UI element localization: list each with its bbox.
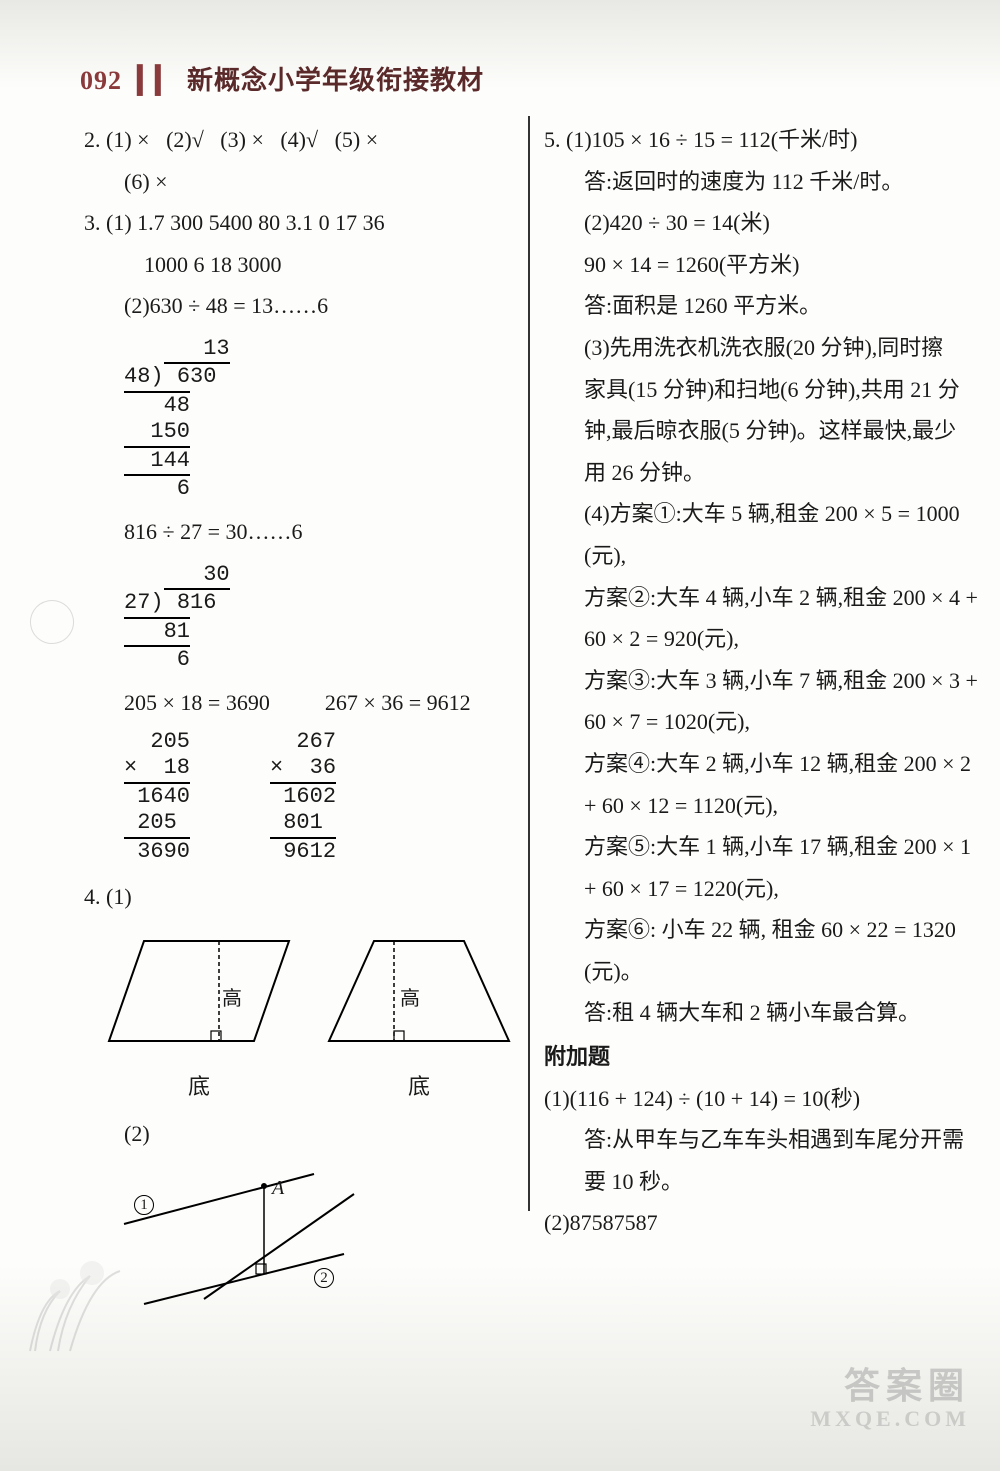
mul1-a: 205 — [124, 729, 190, 755]
r-line: 方案⑥: 小车 22 辆, 租金 60 × 22 = 1320 — [544, 910, 978, 950]
r-line: + 60 × 17 = 1220(元), — [544, 869, 978, 909]
decorative-foliage — [10, 1221, 150, 1361]
r-line: (元)。 — [544, 952, 978, 992]
q3-2-eq1: (2)630 ÷ 48 = 13……6 — [84, 286, 514, 326]
mul-labels: 205 × 18 = 3690 267 × 36 = 9612 — [84, 683, 514, 723]
mul1-res: 3690 — [124, 837, 190, 865]
r-line: (3)先用洗衣机洗衣服(20 分钟),同时擦 — [544, 328, 978, 368]
r-line: (元), — [544, 536, 978, 576]
ld2-step: 81 — [124, 617, 190, 645]
mul1-label: 205 × 18 = 3690 — [124, 690, 270, 715]
bonus-line: (1)(116 + 124) ÷ (10 + 14) = 10(秒) — [544, 1079, 978, 1119]
mult-2: 267 × 36 1602 801 9612 — [270, 729, 336, 865]
bonus-line: 答:从甲车与乙车车头相遇到车尾分开需 — [544, 1120, 978, 1160]
q2-item: (4)√ — [280, 127, 318, 152]
r-line: 60 × 7 = 1020(元), — [544, 702, 978, 742]
bonus-line: (2)87587587 — [544, 1203, 978, 1243]
mul1-p1: 1640 — [124, 782, 190, 810]
r-line: 答:租 4 辆大车和 2 辆小车最合算。 — [544, 993, 978, 1033]
multiplications: 205 × 18 1640 205 3690 267 × 36 1602 801… — [124, 729, 514, 865]
mul2-b: × 36 — [270, 755, 336, 781]
ld2-dividend: 816 — [177, 590, 217, 615]
q4-label: 4. (1) — [84, 877, 514, 917]
ld1-divisor: 48 — [124, 364, 150, 389]
r-line: 90 × 14 = 1260(平方米) — [544, 245, 978, 285]
mul2-res: 9612 — [270, 837, 336, 865]
r-line: 方案②:大车 4 辆,小车 2 辆,租金 200 × 4 + — [544, 578, 978, 618]
q4-2-diagram: 1 2 A — [114, 1164, 374, 1314]
ld2-quotient: 30 — [164, 562, 230, 590]
page-header: 092 ▎▎ 新概念小学年级衔接教材 — [80, 60, 484, 97]
point-a-label: A — [272, 1170, 284, 1206]
long-division-1: 13 48) 630 48 150 144 6 — [124, 336, 230, 502]
ld2-step: 6 — [124, 645, 190, 673]
mult-1: 205 × 18 1640 205 3690 — [124, 729, 190, 865]
r-line: 方案③:大车 3 辆,小车 7 辆,租金 200 × 3 + — [544, 661, 978, 701]
header-bars: ▎▎ — [138, 66, 174, 95]
r-line: 钟,最后晾衣服(5 分钟)。这样最快,最少 — [544, 411, 978, 451]
mul2-p1: 1602 — [270, 782, 336, 810]
q4-shapes: 高 高 — [104, 931, 514, 1061]
base-label: 底 — [324, 1067, 514, 1107]
header-title: 新概念小学年级衔接教材 — [187, 66, 484, 95]
r-line: 方案④:大车 2 辆,小车 12 辆,租金 200 × 2 — [544, 744, 978, 784]
left-column: 2. (1) × (2)√ (3) × (4)√ (5) × (6) × 3. … — [70, 110, 528, 1271]
page-number: 092 — [80, 66, 122, 95]
mul1-b: × 18 — [124, 755, 190, 781]
ld1-step: 144 — [124, 446, 190, 474]
mul2-a: 267 — [270, 729, 336, 755]
bonus-heading: 附加题 — [544, 1037, 978, 1077]
q2-line1: 2. (1) × (2)√ (3) × (4)√ (5) × — [84, 120, 514, 160]
q3-1-values: 1.7 300 5400 80 3.1 0 17 36 — [137, 210, 385, 235]
circled-1: 1 — [134, 1186, 154, 1222]
long-division-2: 30 27) 816 81 6 — [124, 562, 230, 674]
q2-item: (5) × — [335, 127, 379, 152]
r-line: 家具(15 分钟)和扫地(6 分钟),共用 21 分 — [544, 370, 978, 410]
bonus-line: 要 10 秒。 — [544, 1162, 978, 1202]
base-labels: 底 底 — [104, 1067, 514, 1107]
q4-2-label: (2) — [84, 1114, 514, 1154]
trapezoid-shape: 高 — [324, 931, 514, 1061]
q2-item: (2)√ — [166, 127, 204, 152]
q3-1-row2: 1000 6 18 3000 — [84, 245, 514, 285]
watermark: 答案圈 MXQE.COM — [810, 1367, 970, 1431]
r-line: 答:面积是 1260 平方米。 — [544, 286, 978, 326]
r-line: (4)方案①:大车 5 辆,租金 200 × 5 = 1000 — [544, 494, 978, 534]
q2-item: (1) × — [106, 127, 150, 152]
ld1-dividend: 630 — [177, 364, 217, 389]
r-line: 用 26 分钟。 — [544, 453, 978, 493]
base-label: 底 — [104, 1067, 294, 1107]
parallelogram-shape: 高 — [104, 931, 294, 1061]
right-column: 5. (1)105 × 16 ÷ 15 = 112(千米/时) 答:返回时的速度… — [530, 110, 992, 1271]
r-line: (2)420 ÷ 30 = 14(米) — [544, 203, 978, 243]
ld2-divisor: 27 — [124, 590, 150, 615]
q3-2-eq2: 816 ÷ 27 = 30……6 — [84, 512, 514, 552]
content-columns: 2. (1) × (2)√ (3) × (4)√ (5) × (6) × 3. … — [70, 110, 930, 1271]
q2-prefix: 2. — [84, 127, 106, 152]
mul2-p2: 801 — [270, 810, 336, 836]
watermark-main: 答案圈 — [844, 1366, 970, 1406]
watermark-sub: MXQE.COM — [810, 1407, 970, 1431]
r-line: + 60 × 12 = 1120(元), — [544, 786, 978, 826]
circled-2: 2 — [314, 1259, 334, 1295]
mul1-p2: 205 — [124, 810, 190, 836]
height-label: 高 — [400, 981, 420, 1017]
height-label: 高 — [222, 981, 242, 1017]
q2-line2: (6) × — [84, 162, 514, 202]
ld1-step: 6 — [124, 474, 190, 502]
r-line: 5. (1)105 × 16 ÷ 15 = 112(千米/时) — [544, 120, 978, 160]
ld1-step: 150 — [124, 419, 190, 444]
ld1-quotient: 13 — [164, 336, 230, 364]
ld1-step: 48 — [124, 391, 190, 419]
q3-1-prefix: 3. (1) — [84, 210, 132, 235]
r-line: 60 × 2 = 920(元), — [544, 619, 978, 659]
r-line: 方案⑤:大车 1 辆,小车 17 辆,租金 200 × 1 — [544, 827, 978, 867]
q2-item: (3) × — [220, 127, 264, 152]
mul2-label: 267 × 36 = 9612 — [325, 690, 471, 715]
r-line: 答:返回时的速度为 112 千米/时。 — [544, 162, 978, 202]
q3-1-row1: 3. (1) 1.7 300 5400 80 3.1 0 17 36 — [84, 203, 514, 243]
